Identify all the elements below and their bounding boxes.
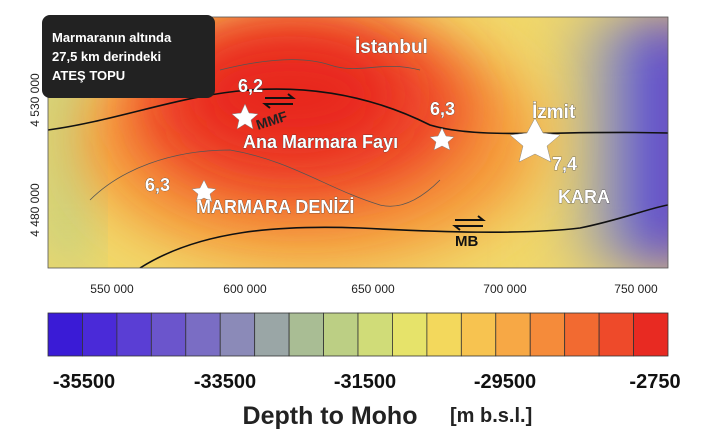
city-label: İzmit xyxy=(532,102,576,123)
magnitude: 6,3 xyxy=(145,175,170,195)
colorbar-cell xyxy=(323,312,359,357)
colorbar-cell xyxy=(47,312,83,357)
colorbar-cell xyxy=(495,312,531,357)
region-label: KARA xyxy=(558,187,610,207)
colorbar-cell xyxy=(219,312,256,357)
colorbar-cell xyxy=(288,312,324,357)
magnitude: 7,4 xyxy=(552,154,577,174)
colorbar-cell xyxy=(185,312,221,357)
magnitude: 6,3 xyxy=(430,99,455,119)
colorbar-cell xyxy=(633,312,669,357)
colorbar-cell xyxy=(564,312,600,357)
colorbar xyxy=(47,312,669,357)
colorbar-unit: [m b.s.l.] xyxy=(450,405,532,427)
magnitude: 6,2 xyxy=(238,76,263,96)
colorbar-cell xyxy=(357,312,393,357)
y-tick-label: 4 480 000 xyxy=(28,183,42,237)
city-label: İstanbul xyxy=(355,37,428,58)
colorbar-cell xyxy=(426,312,462,357)
info-box xyxy=(42,15,215,98)
colorbar-tick-label: -31500 xyxy=(334,371,396,393)
x-tick-label: 700 000 xyxy=(483,282,527,296)
colorbar-title: Depth to Moho xyxy=(243,402,418,430)
info-text: Marmaranın altında xyxy=(52,30,172,45)
x-tick-label: 650 000 xyxy=(351,282,395,296)
colorbar-tick-label: -29500 xyxy=(474,371,536,393)
colorbar-tick-label: -2750 xyxy=(629,371,680,393)
colorbar-cell xyxy=(529,312,566,357)
colorbar-cell xyxy=(460,312,497,357)
colorbar-tick-label: -35500 xyxy=(53,371,115,393)
colorbar-cell xyxy=(598,312,634,357)
x-tick-label: 600 000 xyxy=(223,282,267,296)
fault-label: Ana Marmara Fayı xyxy=(243,132,398,152)
sea-label: MARMARA DENİZİ xyxy=(196,197,354,217)
info-text: ATEŞ TOPU xyxy=(52,68,125,83)
colorbar-cell xyxy=(116,312,152,357)
fault-code: MB xyxy=(455,233,478,250)
colorbar-cell xyxy=(150,312,187,357)
x-tick-label: 550 000 xyxy=(90,282,134,296)
colorbar-cell xyxy=(254,312,290,357)
colorbar-cell xyxy=(82,312,118,357)
y-tick-label: 4 530 000 xyxy=(28,73,42,127)
colorbar-tick-label: -33500 xyxy=(194,371,256,393)
colorbar-cell xyxy=(392,312,428,357)
x-tick-label: 750 000 xyxy=(614,282,658,296)
info-text: 27,5 km derindeki xyxy=(52,49,161,64)
